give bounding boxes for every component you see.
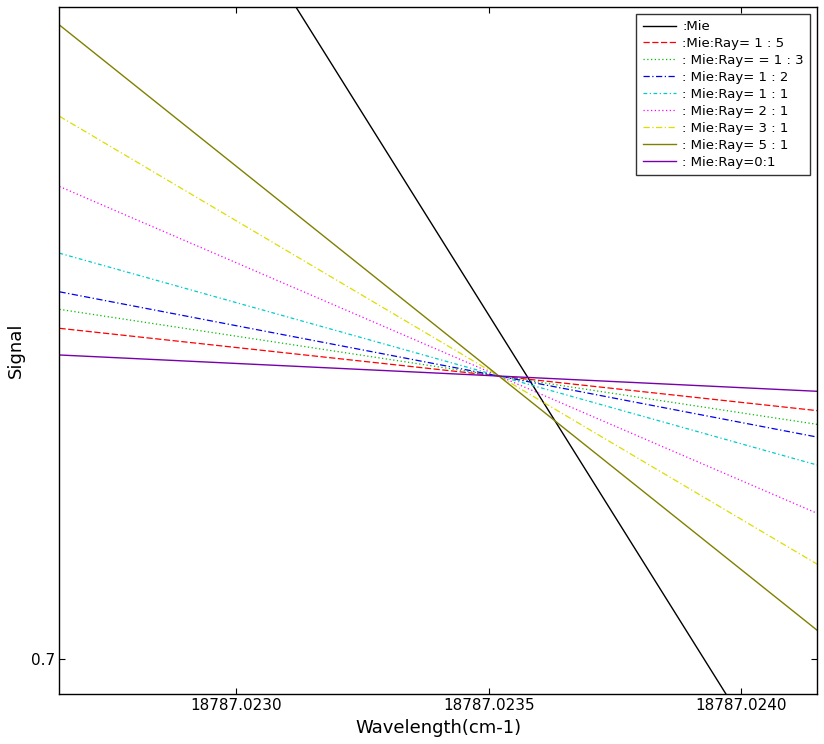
- Legend: :Mie, :Mie:Ray= 1 : 5, : Mie:Ray= = 1 : 3, : Mie:Ray= 1 : 2, : Mie:Ray= 1 : 1, :: :Mie, :Mie:Ray= 1 : 5, : Mie:Ray= = 1 : …: [636, 13, 811, 176]
- Y-axis label: Signal: Signal: [7, 323, 25, 378]
- X-axis label: Wavelength(cm-1): Wavelength(cm-1): [355, 719, 522, 737]
